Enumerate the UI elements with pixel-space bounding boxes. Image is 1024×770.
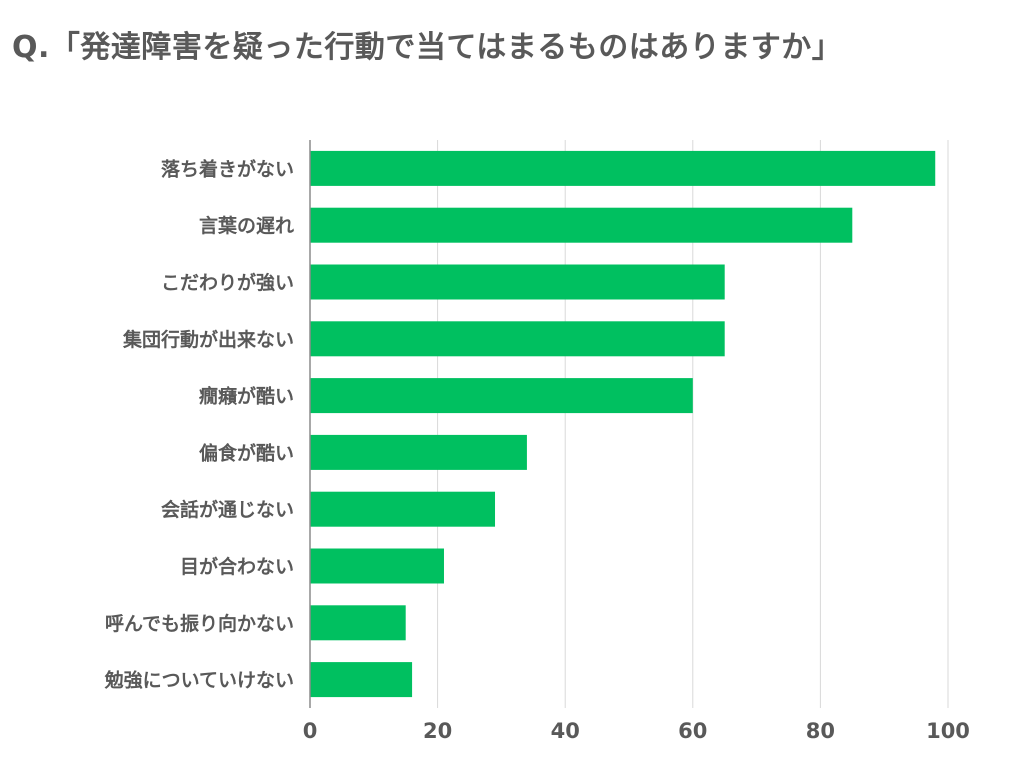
x-tick-label: 0 — [303, 719, 318, 743]
x-tick-label: 20 — [423, 719, 452, 743]
bar — [310, 321, 725, 357]
category-label: 目が合わない — [180, 555, 294, 578]
bar — [310, 150, 936, 186]
category-label: 会話が通じない — [161, 498, 294, 521]
category-label: 呼んでも振り向かない — [105, 612, 294, 635]
bars — [310, 150, 936, 698]
x-tick-labels: 0 20 40 60 80 100 — [303, 719, 970, 743]
category-label: 言葉の遅れ — [199, 214, 294, 237]
bar — [310, 605, 406, 641]
bar — [310, 207, 853, 243]
category-label: こだわりが強い — [161, 271, 294, 294]
bar — [310, 378, 693, 414]
category-label: 勉強についていけない — [104, 669, 294, 692]
bar — [310, 434, 527, 470]
bar — [310, 491, 496, 527]
category-label: 偏食が酷い — [199, 441, 294, 464]
category-labels: 落ち着きがない言葉の遅れこだわりが強い集団行動が出来ない癇癪が酷い偏食が酷い会話… — [104, 157, 294, 691]
bar — [310, 662, 413, 698]
x-tick-label: 60 — [678, 719, 707, 743]
category-label: 集団行動が出来ない — [122, 328, 294, 351]
category-label: 癇癪が酷い — [199, 385, 294, 408]
bar — [310, 264, 725, 300]
bar — [310, 548, 444, 584]
category-label: 落ち着きがない — [161, 157, 294, 180]
x-tick-label: 80 — [806, 719, 835, 743]
chart-title: Q.「発達障害を疑った行動で当てはまるものはありますか」 — [12, 30, 843, 65]
x-tick-label: 100 — [926, 719, 970, 743]
x-tick-label: 40 — [551, 719, 580, 743]
